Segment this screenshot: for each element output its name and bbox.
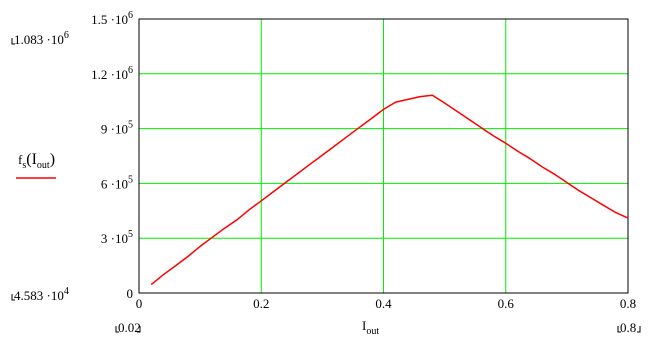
- y-tick-label: 9 ·105: [101, 120, 133, 137]
- y-tick-label: 3 ·105: [101, 229, 133, 246]
- y-min-marker: 4.583 ·104: [14, 286, 69, 303]
- y-tick-label: 0: [127, 286, 134, 301]
- y-min-marker-mantissa: 4.583 ·10: [14, 288, 64, 303]
- range-bracket-left: [115, 326, 119, 333]
- grid: [139, 19, 628, 293]
- x-tick-label: 0.6: [498, 296, 515, 311]
- x-tick-label: 0.8: [620, 296, 636, 311]
- x-tick-label: 0: [136, 296, 143, 311]
- legend-sub-s: s: [22, 160, 26, 171]
- x-tick-label: 0.2: [253, 296, 269, 311]
- plot-area-frame: [138, 18, 629, 294]
- x-min-marker: 0.02: [118, 320, 141, 335]
- series-marks: [150, 94, 629, 286]
- legend-f: f: [18, 152, 23, 167]
- range-bracket-left: [617, 326, 621, 333]
- y-tick-label: 1.5 ·106: [91, 10, 133, 27]
- range-bracket-left: [11, 38, 15, 45]
- range-bracket-left: [11, 294, 15, 301]
- x-axis-label-sub: out: [366, 326, 379, 337]
- x-axis-label: Iout: [362, 318, 379, 337]
- x-max-marker: 0.8: [620, 320, 636, 335]
- range-bracket-right: [637, 326, 641, 333]
- y-max-marker-mantissa: 1.083 ·10: [14, 32, 64, 47]
- legend-paren-close: ): [50, 151, 55, 168]
- legend-sub-out: out: [37, 160, 50, 171]
- y-tick-label: 1.2 ·106: [91, 65, 133, 82]
- y-max-marker-exponent: 6: [64, 30, 69, 41]
- range-marker-brackets: [11, 38, 641, 333]
- x-tick-labels: 0 0.2 0.4 0.6 0.8: [136, 296, 636, 311]
- y-min-marker-exponent: 4: [64, 286, 69, 297]
- x-axis-label-main: I: [362, 318, 366, 333]
- range-bracket-right: [137, 326, 141, 333]
- y-tick-labels: 0 3 ·105 6 ·105 9 ·105 1.2 ·106 1.5 ·106: [91, 10, 133, 301]
- legend-paren-open: (I: [26, 151, 37, 168]
- legend-label: fs(Iout): [18, 151, 55, 171]
- x-tick-label: 0.4: [375, 296, 392, 311]
- y-tick-label: 6 ·105: [101, 174, 133, 191]
- y-max-marker: 1.083 ·106: [14, 30, 69, 47]
- series-line: [150, 94, 629, 286]
